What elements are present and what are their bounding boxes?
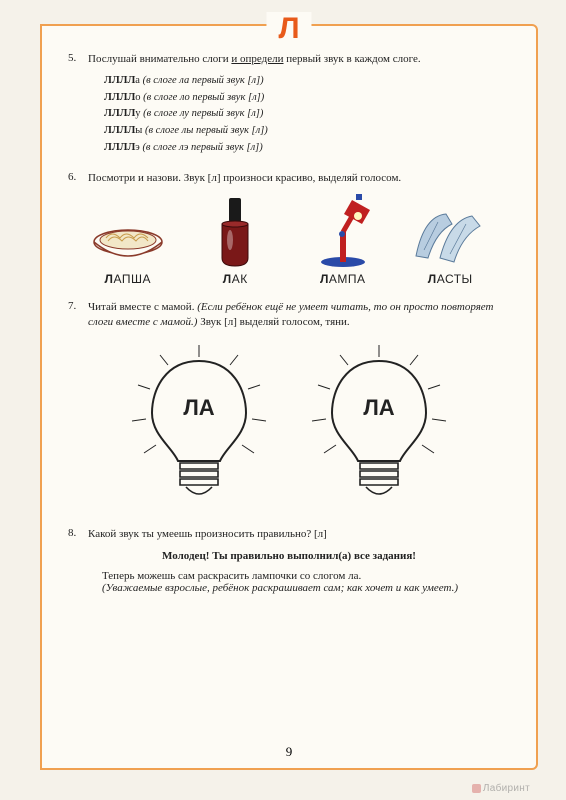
lamp-icon — [308, 192, 378, 268]
syl-suf: о — [135, 92, 140, 103]
ex7-text: Читай вместе с мамой. (Если ребёнок ещё … — [88, 300, 510, 330]
syl-pre: ЛЛЛЛ — [104, 108, 135, 119]
bulb-icon — [124, 343, 274, 513]
label-rest: АСТЫ — [437, 272, 473, 286]
ex8-line1: Теперь можешь сам раскрасить лампочки со… — [102, 570, 510, 582]
exercise-7: 7. Читай вместе с мамой. (Если ребёнок е… — [68, 300, 510, 514]
fins-icon — [410, 206, 490, 268]
ex6-text: Посмотри и назови. Звук [л] произноси кр… — [88, 171, 510, 186]
syl-suf: у — [135, 108, 140, 119]
exercise-8: 8. Какой звук ты умеешь произносить прав… — [68, 527, 510, 594]
nailpolish-icon — [210, 196, 260, 268]
bulb-2-label: ЛА — [304, 395, 454, 421]
label-bold: Л — [320, 272, 329, 286]
syl-note: (в слоге лэ первый звук [л]) — [142, 142, 262, 153]
label-bold: Л — [428, 272, 437, 286]
ex5-text-a: Послушай внимательно слоги — [88, 53, 231, 65]
syl-suf: а — [135, 75, 140, 86]
watermark: Лабиринт — [472, 783, 530, 794]
page-content: 5. Послушай внимательно слоги и определи… — [42, 26, 536, 618]
ex8-line2: (Уважаемые взрослые, ребёнок раскрашивае… — [102, 582, 510, 594]
pic-lasty: ЛАСТЫ — [399, 206, 502, 286]
page-frame: Л 5. Послушай внимательно слоги и опреде… — [40, 24, 538, 770]
label-rest: АПША — [113, 272, 151, 286]
exercise-5: 5. Послушай внимательно слоги и определи… — [68, 52, 510, 157]
exercise-6: 6. Посмотри и назови. Звук [л] произноси… — [68, 171, 510, 286]
pic-lak: ЛАК — [184, 196, 287, 286]
ex8-text: Какой звук ты умеешь произносить правиль… — [88, 527, 510, 542]
ex7-plain: Читай вместе с мамой. — [88, 301, 197, 313]
ex5-number: 5. — [68, 52, 88, 64]
pic-lapsha: ЛАПША — [76, 208, 179, 286]
label-bold: Л — [223, 272, 232, 286]
syl-pre: ЛЛЛЛ — [104, 92, 135, 103]
syl-pre: ЛЛЛЛ — [104, 75, 135, 86]
ex6-pictures: ЛАПША ЛАК — [74, 196, 504, 286]
page-number: 9 — [42, 744, 536, 760]
watermark-text: Лабиринт — [483, 783, 530, 794]
scan-background: Л 5. Послушай внимательно слоги и опреде… — [0, 0, 566, 800]
ex7-number: 7. — [68, 300, 88, 312]
syl-note: (в слоге лу первый звук [л]) — [143, 108, 263, 119]
bulb-2: ЛА — [304, 343, 454, 513]
syl-note: (в слоге ла первый звук [л]) — [143, 75, 264, 86]
bulb-1: ЛА — [124, 343, 274, 513]
ex8-tail: Теперь можешь сам раскрасить лампочки со… — [102, 570, 510, 594]
bulb-icon — [304, 343, 454, 513]
letter-tab: Л — [266, 12, 311, 46]
pic-lampa: ЛАМПА — [291, 192, 394, 286]
ex6-number: 6. — [68, 171, 88, 183]
syl-pre: ЛЛЛЛ — [104, 142, 135, 153]
ex5-syllables: ЛЛЛЛа (в слоге ла первый звук [л]) ЛЛЛЛо… — [104, 73, 510, 157]
bowl-icon — [88, 208, 168, 268]
label-rest: АМПА — [329, 272, 366, 286]
ex5-text-underline: и определи — [231, 53, 283, 65]
ex8-number: 8. — [68, 527, 88, 539]
syl-suf: ы — [135, 125, 142, 136]
label-rest: АК — [232, 272, 248, 286]
syl-pre: ЛЛЛЛ — [104, 125, 135, 136]
section-letter: Л — [278, 12, 299, 45]
watermark-logo-icon — [472, 784, 481, 793]
ex8-praise: Молодец! Ты правильно выполнил(а) все за… — [68, 550, 510, 562]
ex7-tail: Звук [л] выделяй голосом, тяни. — [197, 316, 349, 328]
bulb-1-label: ЛА — [124, 395, 274, 421]
ex5-text-b: первый звук в каждом слоге. — [284, 53, 421, 65]
syl-note: (в слоге лы первый звук [л]) — [145, 125, 268, 136]
syl-note: (в слоге ло первый звук [л]) — [143, 92, 264, 103]
syl-suf: э — [135, 142, 140, 153]
bulbs-row: ЛА — [68, 343, 510, 513]
ex5-text: Послушай внимательно слоги и определи пе… — [88, 52, 510, 67]
